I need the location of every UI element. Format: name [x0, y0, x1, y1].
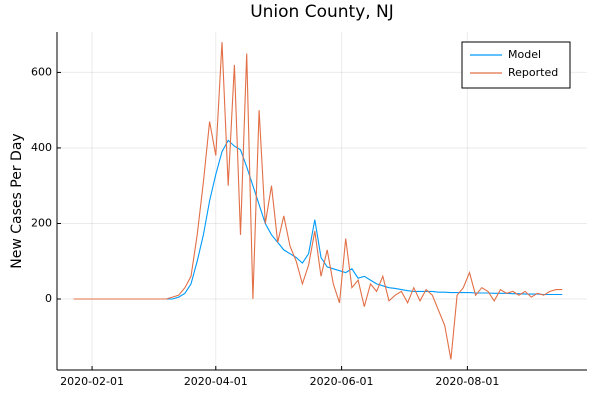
x-tick-label: 2020-08-01 [435, 375, 499, 388]
x-tick-label: 2020-06-01 [310, 375, 374, 388]
x-tick-label: 2020-04-01 [184, 375, 248, 388]
y-tick-label: 600 [31, 65, 52, 78]
x-tick-label: 2020-02-01 [60, 375, 124, 388]
y-axis-label: New Cases Per Day [9, 133, 25, 268]
series-line [73, 42, 563, 360]
y-tick-label: 400 [31, 141, 52, 154]
y-tick-label: 0 [45, 292, 52, 305]
chart-title: Union County, NJ [250, 2, 394, 22]
y-tick-label: 200 [31, 216, 52, 229]
legend-label: Model [508, 48, 541, 61]
legend-box [461, 41, 571, 89]
legend-label: Reported [508, 66, 558, 79]
series-line [73, 139, 563, 300]
